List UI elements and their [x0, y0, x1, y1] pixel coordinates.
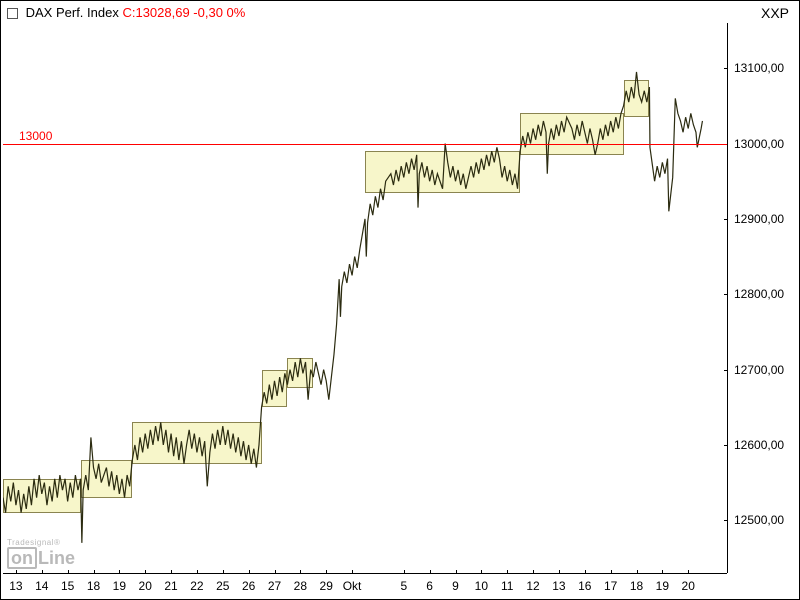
y-tick-label: 12800,00 — [734, 287, 784, 301]
x-tick-label: 19 — [656, 579, 669, 593]
x-tick-label: 13 — [552, 579, 565, 593]
x-tick-label: 10 — [475, 579, 488, 593]
x-tick-label: 14 — [35, 579, 48, 593]
x-tick-label: 6 — [426, 579, 433, 593]
x-tick-label: 13 — [9, 579, 22, 593]
x-tick-label: 28 — [294, 579, 307, 593]
price-change: C:13028,69 -0,30 0% — [122, 5, 245, 20]
symbol-label: DAX Perf. Index — [26, 5, 119, 20]
x-tick-label: 25 — [216, 579, 229, 593]
chart-title: DAX Perf. Index C:13028,69 -0,30 0% — [7, 5, 245, 20]
x-tick-label: 21 — [164, 579, 177, 593]
x-tick-label: 11 — [501, 579, 513, 593]
y-tick-label: 12700,00 — [734, 363, 784, 377]
x-tick-label: 15 — [61, 579, 74, 593]
chart-container: DAX Perf. Index C:13028,69 -0,30 0% XXP … — [0, 0, 800, 600]
y-tick-label: 13000,00 — [734, 137, 784, 151]
x-tick-label: 18 — [87, 579, 100, 593]
ticker-label: XXP — [761, 5, 789, 21]
symbol-icon — [7, 8, 18, 19]
y-tick-label: 12500,00 — [734, 513, 784, 527]
y-axis: 12500,00 12600,00 12700,00 12800,00 12900,00… — [727, 23, 799, 573]
x-tick-label: 19 — [113, 579, 126, 593]
x-tick-label: 18 — [630, 579, 643, 593]
reference-line-label: 13000 — [19, 129, 52, 144]
x-tick-label: 17 — [604, 579, 617, 593]
y-tick-label: 13100,00 — [734, 61, 784, 75]
reference-line — [3, 144, 727, 145]
plot-area[interactable]: 13000 — [3, 23, 727, 573]
x-tick-label: 9 — [452, 579, 459, 593]
x-tick-label: 29 — [320, 579, 333, 593]
y-tick-label: 12900,00 — [734, 212, 784, 226]
x-tick-label: 27 — [268, 579, 281, 593]
y-tick-label: 12600,00 — [734, 438, 784, 452]
price-line-svg — [3, 23, 727, 573]
x-tick-label: 5 — [400, 579, 407, 593]
x-tick-label: 12 — [526, 579, 539, 593]
x-tick-label: 16 — [578, 579, 591, 593]
x-tick-label: 22 — [190, 579, 203, 593]
x-tick-label: Okt — [343, 579, 362, 593]
x-tick-label: 20 — [682, 579, 695, 593]
x-axis: 13 14 15 18 19 20 21 22 25 26 27 28 29 Okt 5 6 9 10 11 12 13… — [3, 573, 727, 599]
x-tick-label: 26 — [242, 579, 255, 593]
x-tick-label: 20 — [139, 579, 152, 593]
